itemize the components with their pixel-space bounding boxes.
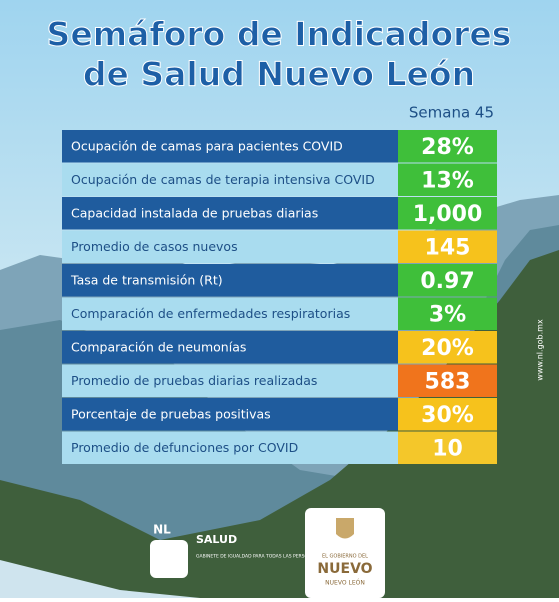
- value-cell: [398, 364, 497, 397]
- indicator-label: Ocupación de camas para pacientes COVID: [71, 138, 343, 153]
- label-cell: [62, 130, 398, 163]
- week-label: Semana 45: [409, 104, 494, 122]
- label-cell: [62, 197, 398, 230]
- title-line: de Salud Nuevo León: [83, 55, 475, 94]
- shield: [336, 518, 354, 539]
- logo-line: EL GOBIERNO DEL: [322, 554, 368, 560]
- logo-text: NL: [153, 523, 171, 537]
- value-cell: [398, 163, 497, 196]
- clouds: [0, 560, 200, 598]
- label-cell: [62, 163, 398, 196]
- label-cell: [62, 230, 398, 263]
- label-cell: [62, 264, 398, 297]
- indicator-value: 583: [425, 369, 471, 394]
- indicator-label: Comparación de neumonías: [71, 339, 246, 354]
- indicator-value: 20%: [421, 336, 474, 361]
- indicator-label: Comparación de enfermedades respiratoria…: [71, 306, 350, 321]
- indicator-value: 28%: [421, 135, 474, 160]
- logo-title: SALUD: [196, 533, 237, 546]
- indicator-label: Promedio de pruebas diarias realizadas: [71, 373, 317, 388]
- logo-badge: [150, 540, 188, 578]
- indicator-value: 3%: [429, 302, 466, 327]
- label-cell: [62, 398, 398, 431]
- government-logo: EL GOBIERNO DEL NUEVO NUEVO LEÓN: [305, 508, 385, 598]
- indicator-label: Promedio de casos nuevos: [71, 239, 238, 254]
- indicator-value: 145: [425, 235, 471, 260]
- indicator-label: Tasa de transmisión (Rt): [70, 272, 223, 287]
- value-cell: [398, 297, 497, 330]
- logo-panel: [305, 508, 385, 598]
- value-cell: [398, 331, 497, 364]
- title-line: Semáforo de Indicadores: [47, 15, 512, 54]
- near-mountains: [0, 250, 559, 598]
- indicator-value: 1,000: [413, 202, 483, 227]
- value-cell: [398, 197, 497, 230]
- value-cell: [398, 230, 497, 263]
- indicator-label: Promedio de defunciones por COVID: [71, 440, 298, 455]
- indicator-value: 30%: [421, 403, 474, 428]
- label-cell: [62, 297, 398, 330]
- indicator-table: Ocupación de camas para pacientes COVID 2…: [62, 130, 497, 464]
- value-cell: [398, 431, 497, 464]
- website: www.nl.gob.mx: [536, 319, 545, 381]
- label-cell: [62, 431, 398, 464]
- indicator-value: 10: [432, 436, 463, 461]
- value-cell: [398, 264, 497, 297]
- value-cell: [398, 398, 497, 431]
- indicator-label: Porcentaje de pruebas positivas: [71, 406, 271, 421]
- logo-line: NUEVO LEÓN: [325, 580, 365, 587]
- indicator-value: 0.97: [420, 269, 474, 294]
- label-cell: [62, 331, 398, 364]
- value-cell: [398, 130, 497, 163]
- label-cell: [62, 364, 398, 397]
- indicator-label: Capacidad instalada de pruebas diarias: [71, 205, 318, 220]
- salud-logo: NL SALUD GABINETE DE IGUALDAD PARA TODAS…: [150, 523, 318, 578]
- indicator-value: 13%: [421, 168, 474, 193]
- logo-line: NUEVO: [317, 561, 372, 577]
- indicator-label: Ocupación de camas de terapia intensiva …: [71, 172, 375, 187]
- logo-subtitle: GABINETE DE IGUALDAD PARA TODAS LAS PERS…: [196, 554, 318, 560]
